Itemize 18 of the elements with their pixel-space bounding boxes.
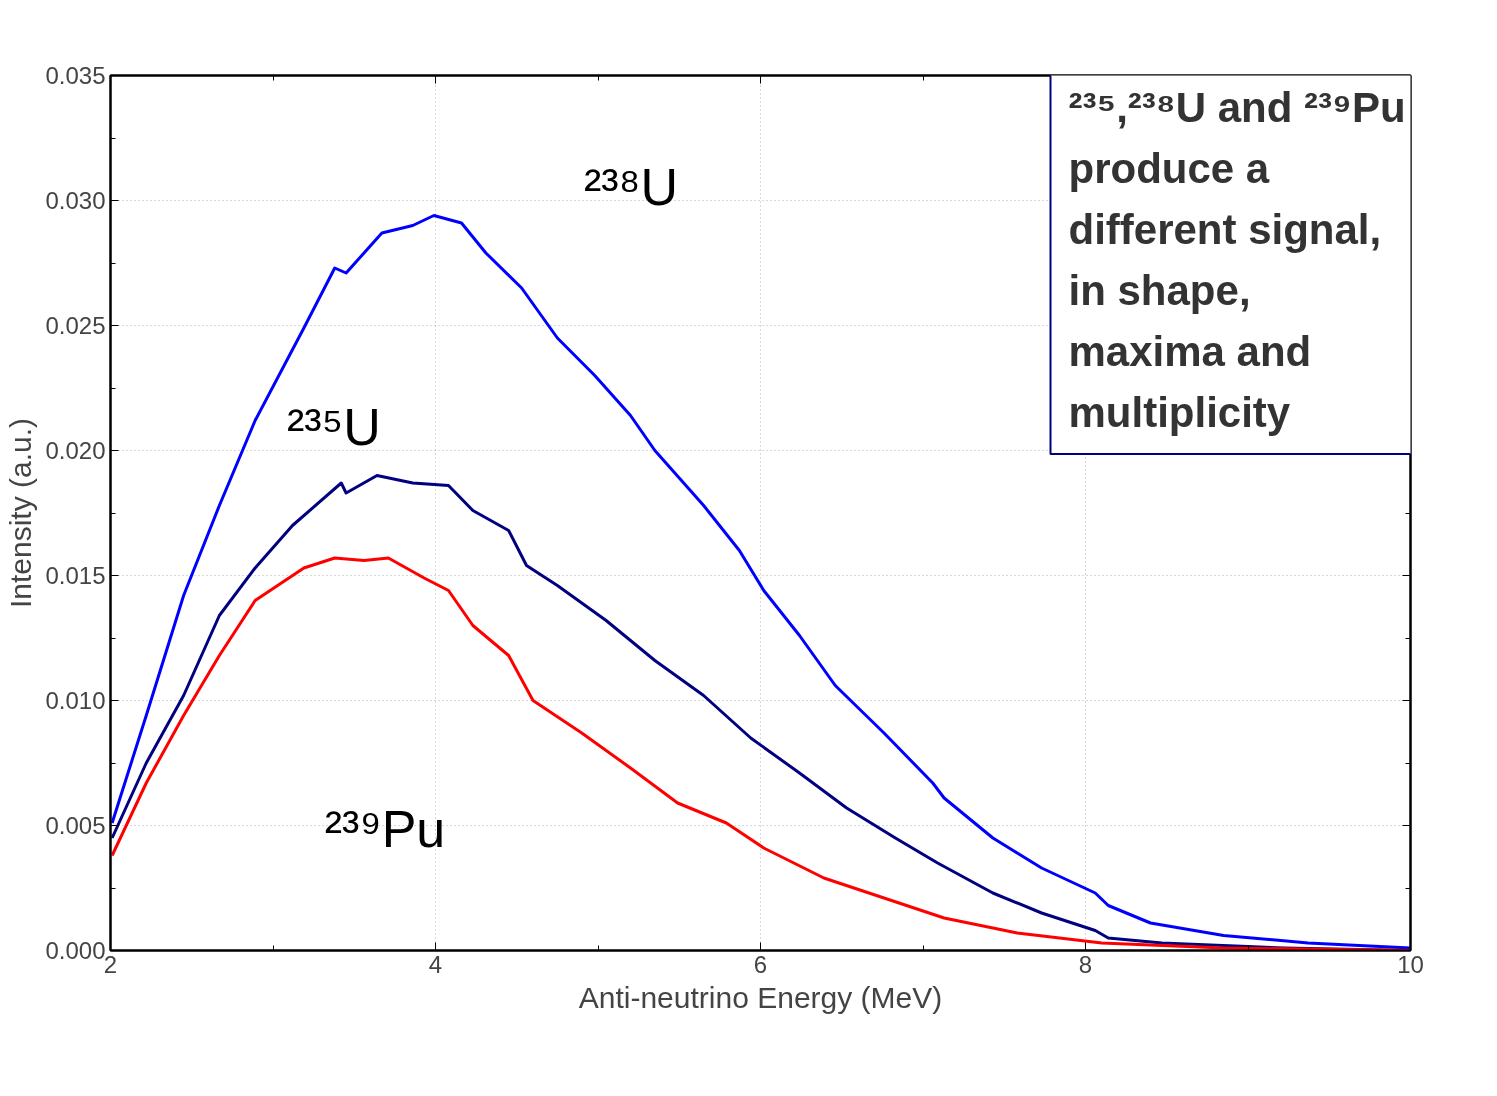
- y-tick-label: 0.025: [45, 312, 106, 339]
- y-tick-label: 0.015: [45, 562, 106, 589]
- y-tick-label: 0.000: [45, 937, 106, 964]
- x-axis-title: Anti-neutrino Energy (MeV): [578, 980, 943, 1014]
- x-tick-label: 10: [1397, 950, 1424, 978]
- y-tick-label: 0.030: [45, 187, 106, 214]
- y-tick-label: 0.010: [45, 687, 106, 714]
- y-tick-label: 0.005: [45, 812, 106, 839]
- series-label: ²³⁸U: [583, 157, 678, 216]
- x-tick-label: 8: [1078, 950, 1093, 978]
- x-tick-label: 6: [753, 950, 768, 978]
- x-tick-label: 4: [428, 950, 443, 978]
- y-axis-title: Intensity (a.u.): [4, 417, 38, 609]
- series-label: ²³⁵U: [287, 397, 381, 456]
- y-tick-label: 0.020: [45, 437, 106, 464]
- text: ²³⁹Pu: [324, 800, 446, 858]
- y-tick-label: 0.035: [45, 62, 106, 89]
- annotation: ²³⁵,²³⁸U and ²³⁹Pu produce a different signal, in shape, maxima and multiplicity: [1068, 83, 1406, 436]
